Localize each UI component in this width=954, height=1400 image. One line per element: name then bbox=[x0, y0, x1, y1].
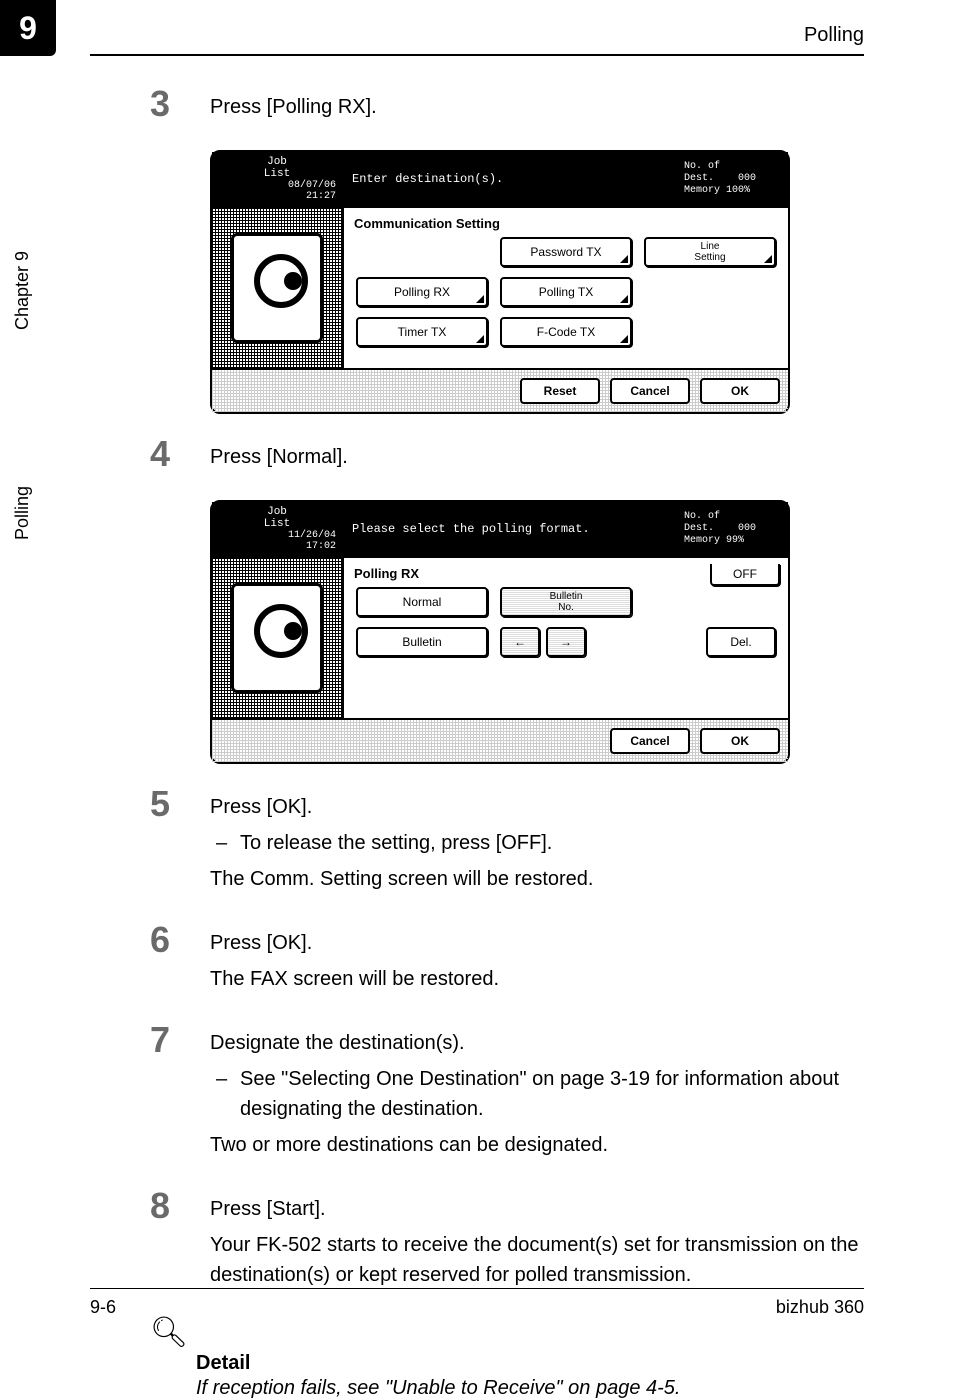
del-button[interactable]: Del. bbox=[706, 627, 776, 657]
magnifier-icon: 🔍︎ bbox=[150, 1318, 864, 1348]
step-6-after: The FAX screen will be restored. bbox=[210, 964, 864, 994]
fcode-tx-button[interactable]: F-Code TX bbox=[500, 317, 632, 347]
step-4-body: Press [Normal]. bbox=[210, 436, 864, 478]
detail-heading: Detail bbox=[150, 1352, 864, 1375]
step-6-text: Press [OK]. bbox=[210, 928, 864, 958]
line-setting-button[interactable]: Line Setting bbox=[644, 237, 776, 267]
step-7-body: Designate the destination(s). See "Selec… bbox=[210, 1022, 864, 1166]
lcd2-datetime: 11/26/04 17:02 bbox=[212, 530, 342, 552]
lcd1-joblist[interactable]: Job List 08/07/06 21:27 bbox=[212, 152, 344, 206]
step-7-sub: See "Selecting One Destination" on page … bbox=[210, 1064, 864, 1124]
reset-button[interactable]: Reset bbox=[520, 378, 600, 404]
content: 3 Press [Polling RX]. Job List 08/07/06 … bbox=[150, 86, 864, 1262]
step-7: 7 Designate the destination(s). See "Sel… bbox=[150, 1022, 864, 1166]
step-6-num: 6 bbox=[150, 922, 180, 958]
polling-tx-button[interactable]: Polling TX bbox=[500, 277, 632, 307]
lcd2-preview bbox=[212, 558, 344, 718]
grid-spacer bbox=[644, 587, 776, 617]
lcd1-topbar: Job List 08/07/06 21:27 Enter destinatio… bbox=[212, 152, 788, 208]
footer-page-num: 9-6 bbox=[90, 1297, 116, 1318]
left-arrow-button[interactable]: ← bbox=[500, 627, 540, 657]
lcd1-body: Communication Setting Password TX Line S… bbox=[212, 208, 788, 368]
lcd-panel-2: Job List 11/26/04 17:02 Please select th… bbox=[210, 500, 790, 764]
cancel-button[interactable]: Cancel bbox=[610, 378, 690, 404]
lcd2-section-title: Polling RX bbox=[354, 566, 419, 581]
grid-spacer bbox=[644, 317, 776, 347]
grid-spacer bbox=[644, 277, 776, 307]
lcd2-dest-count: No. of Dest. 000 bbox=[684, 511, 784, 535]
lcd1-right: Communication Setting Password TX Line S… bbox=[344, 208, 788, 368]
step-4-num: 4 bbox=[150, 436, 180, 472]
step-3-text: Press [Polling RX]. bbox=[210, 92, 864, 122]
chapter-tab: 9 bbox=[0, 0, 56, 56]
lcd-panel-1: Job List 08/07/06 21:27 Enter destinatio… bbox=[210, 150, 790, 414]
step-5-body: Press [OK]. To release the setting, pres… bbox=[210, 786, 864, 900]
step-6: 6 Press [OK]. The FAX screen will be res… bbox=[150, 922, 864, 1000]
side-label-section: Polling bbox=[12, 486, 33, 540]
polling-rx-button[interactable]: Polling RX bbox=[356, 277, 488, 307]
side-label-chapter: Chapter 9 bbox=[12, 251, 33, 330]
footer-product: bizhub 360 bbox=[776, 1297, 864, 1318]
step-3-body: Press [Polling RX]. bbox=[210, 86, 864, 128]
cancel-button[interactable]: Cancel bbox=[610, 728, 690, 754]
step-8: 8 Press [Start]. Your FK-502 starts to r… bbox=[150, 1188, 864, 1296]
step-4: 4 Press [Normal]. bbox=[150, 436, 864, 478]
document-icon bbox=[231, 233, 323, 343]
lcd2-memory: Memory 99% bbox=[684, 535, 784, 547]
lcd1-footer: Reset Cancel OK bbox=[212, 368, 788, 412]
lcd2-message: Please select the polling format. bbox=[344, 502, 680, 556]
lcd1-section-title: Communication Setting bbox=[354, 216, 780, 231]
step-5-text: Press [OK]. bbox=[210, 792, 864, 822]
step-5: 5 Press [OK]. To release the setting, pr… bbox=[150, 786, 864, 900]
lcd2-footer: Cancel OK bbox=[212, 718, 788, 762]
step-3-num: 3 bbox=[150, 86, 180, 122]
lcd1-meminfo: No. of Dest. 000 Memory 100% bbox=[680, 152, 788, 206]
step-8-after: Your FK-502 starts to receive the docume… bbox=[210, 1230, 864, 1290]
bulletin-no-button[interactable]: Bulletin No. bbox=[500, 587, 632, 617]
lcd1-datetime: 08/07/06 21:27 bbox=[212, 180, 342, 202]
step-6-body: Press [OK]. The FAX screen will be resto… bbox=[210, 922, 864, 1000]
lcd2-button-grid: Normal Bulletin No. Bulletin ← → Del. bbox=[352, 587, 780, 657]
timer-tx-button[interactable]: Timer TX bbox=[356, 317, 488, 347]
lcd1-message: Enter destination(s). bbox=[344, 152, 680, 206]
header-rule bbox=[90, 54, 864, 56]
step-8-text: Press [Start]. bbox=[210, 1194, 864, 1224]
normal-button[interactable]: Normal bbox=[356, 587, 488, 617]
grid-spacer bbox=[356, 237, 488, 267]
lcd2-meminfo: No. of Dest. 000 Memory 99% bbox=[680, 502, 788, 556]
step-5-after: The Comm. Setting screen will be restore… bbox=[210, 864, 864, 894]
step-7-after: Two or more destinations can be designat… bbox=[210, 1130, 864, 1160]
bulletin-button[interactable]: Bulletin bbox=[356, 627, 488, 657]
step-7-num: 7 bbox=[150, 1022, 180, 1058]
lcd2-body: Polling RX OFF Normal Bulletin No. Bulle… bbox=[212, 558, 788, 718]
step-8-body: Press [Start]. Your FK-502 starts to rec… bbox=[210, 1188, 864, 1296]
step-3: 3 Press [Polling RX]. bbox=[150, 86, 864, 128]
detail-block: 🔍︎ Detail If reception fails, see "Unabl… bbox=[150, 1318, 864, 1400]
step-5-sub: To release the setting, press [OFF]. bbox=[210, 828, 864, 858]
off-button[interactable]: OFF bbox=[710, 564, 780, 586]
header-right: Polling bbox=[804, 24, 864, 47]
detail-text: If reception fails, see "Unable to Recei… bbox=[150, 1377, 864, 1400]
page-footer: 9-6 bizhub 360 bbox=[90, 1288, 864, 1318]
step-8-num: 8 bbox=[150, 1188, 180, 1224]
lcd1-preview bbox=[212, 208, 344, 368]
lcd1-memory: Memory 100% bbox=[684, 185, 784, 197]
lcd2-right: Polling RX OFF Normal Bulletin No. Bulle… bbox=[344, 558, 788, 718]
password-tx-button[interactable]: Password TX bbox=[500, 237, 632, 267]
document-icon bbox=[231, 583, 323, 693]
lcd1-joblist-label: Job List bbox=[264, 156, 290, 180]
right-arrow-button[interactable]: → bbox=[546, 627, 586, 657]
step-4-text: Press [Normal]. bbox=[210, 442, 864, 472]
ok-button[interactable]: OK bbox=[700, 378, 780, 404]
ok-button[interactable]: OK bbox=[700, 728, 780, 754]
lcd2-joblist-label: Job List bbox=[264, 506, 290, 530]
step-7-text: Designate the destination(s). bbox=[210, 1028, 864, 1058]
step-5-num: 5 bbox=[150, 786, 180, 822]
lcd2-topbar: Job List 11/26/04 17:02 Please select th… bbox=[212, 502, 788, 558]
lcd1-dest-count: No. of Dest. 000 bbox=[684, 161, 784, 185]
lcd2-joblist[interactable]: Job List 11/26/04 17:02 bbox=[212, 502, 344, 556]
lcd1-button-grid: Password TX Line Setting Polling RX Poll… bbox=[352, 237, 780, 347]
